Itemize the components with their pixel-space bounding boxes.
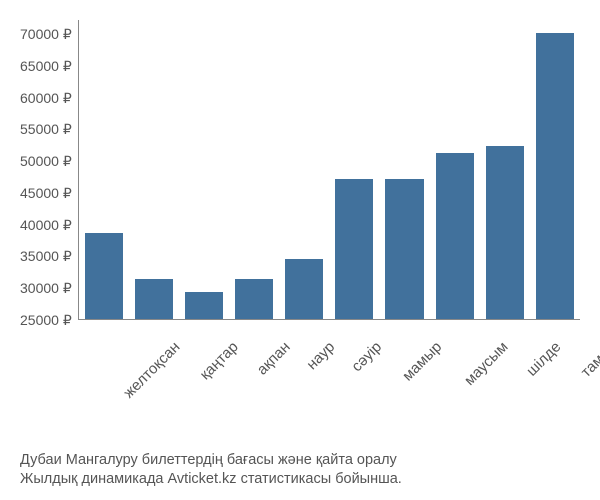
chart-caption: Дубаи Мангалуру билеттердің бағасы және …: [20, 451, 580, 490]
bar: [436, 153, 474, 319]
bars-container: [78, 20, 580, 320]
y-tick-label: 40000 ₽: [20, 218, 72, 232]
y-tick-label: 60000 ₽: [20, 91, 72, 105]
y-tick-label: 70000 ₽: [20, 27, 72, 41]
bar: [486, 146, 524, 319]
caption-line: Жылдық динамикада Avticket.kz статистика…: [20, 470, 580, 490]
y-tick-label: 35000 ₽: [20, 249, 72, 263]
y-tick-label: 25000 ₽: [20, 313, 72, 327]
y-tick-label: 65000 ₽: [20, 59, 72, 73]
bar: [235, 279, 273, 319]
caption-line: Дубаи Мангалуру билеттердің бағасы және …: [20, 451, 580, 471]
y-tick-label: 55000 ₽: [20, 122, 72, 136]
price-chart: 70000 ₽ 65000 ₽ 60000 ₽ 55000 ₽ 50000 ₽ 45000…: [20, 20, 580, 447]
y-tick-label: 45000 ₽: [20, 186, 72, 200]
y-tick-label: 30000 ₽: [20, 281, 72, 295]
y-tick-label: 50000 ₽: [20, 154, 72, 168]
y-axis: 70000 ₽ 65000 ₽ 60000 ₽ 55000 ₽ 50000 ₽ 45000…: [20, 20, 78, 320]
plot-area: 70000 ₽ 65000 ₽ 60000 ₽ 55000 ₽ 50000 ₽ 45000…: [20, 20, 580, 333]
bar: [135, 279, 173, 319]
bar: [85, 233, 123, 319]
x-axis: желтоқсанқаңтарақпаннаурсәуірмамырмаусым…: [20, 337, 580, 447]
bar: [536, 33, 574, 319]
bar: [285, 259, 323, 319]
bar: [335, 179, 373, 319]
bar: [385, 179, 423, 319]
bar: [185, 292, 223, 319]
